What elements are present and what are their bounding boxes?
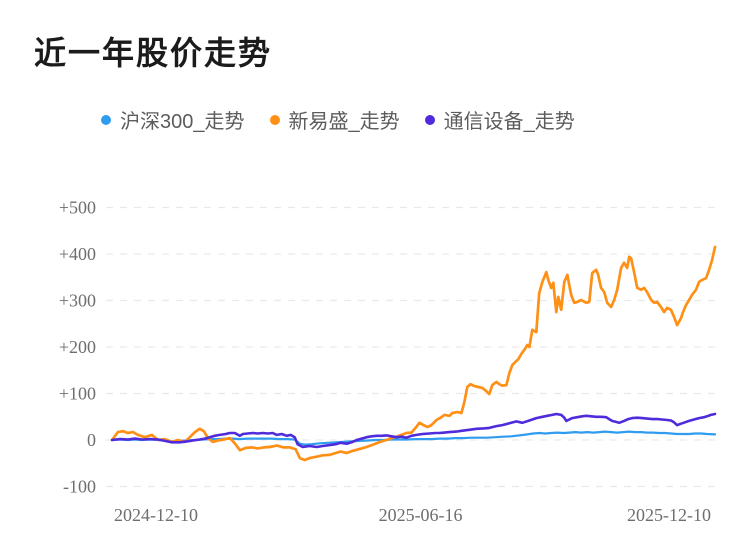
page-title: 近一年股价走势: [34, 35, 273, 71]
y-axis-label: +400: [59, 244, 96, 264]
legend-item-label: 通信设备_走势: [443, 111, 575, 133]
legend-dot-icon: [269, 114, 280, 125]
x-axis-label: 2025-12-10: [627, 505, 711, 525]
y-axis-label: +100: [59, 384, 96, 404]
y-axis-label: +300: [59, 291, 96, 311]
y-axis-label: +500: [59, 198, 96, 218]
x-axis-label: 2024-12-10: [114, 505, 198, 525]
y-axis-label: +200: [59, 337, 96, 357]
legend: 沪深300_走势 新易盛_走势 通信设备_走势: [101, 105, 575, 134]
legend-item-label: 沪深300_走势: [120, 111, 245, 133]
legend-dot-icon: [101, 114, 111, 125]
legend-item-2[interactable]: 通信设备_走势: [424, 105, 575, 134]
legend-dot-icon: [424, 114, 435, 125]
series-line-1[interactable]: [110, 245, 717, 462]
y-axis-label: -100: [63, 477, 96, 497]
legend-item-1[interactable]: 新易盛_走势: [269, 105, 400, 134]
series-line-2[interactable]: [110, 412, 717, 449]
y-axis-label: 0: [87, 430, 96, 450]
legend-item-0[interactable]: 沪深300_走势: [101, 105, 245, 134]
x-axis-label: 2025-06-16: [379, 505, 463, 525]
legend-item-label: 新易盛_走势: [288, 111, 400, 133]
